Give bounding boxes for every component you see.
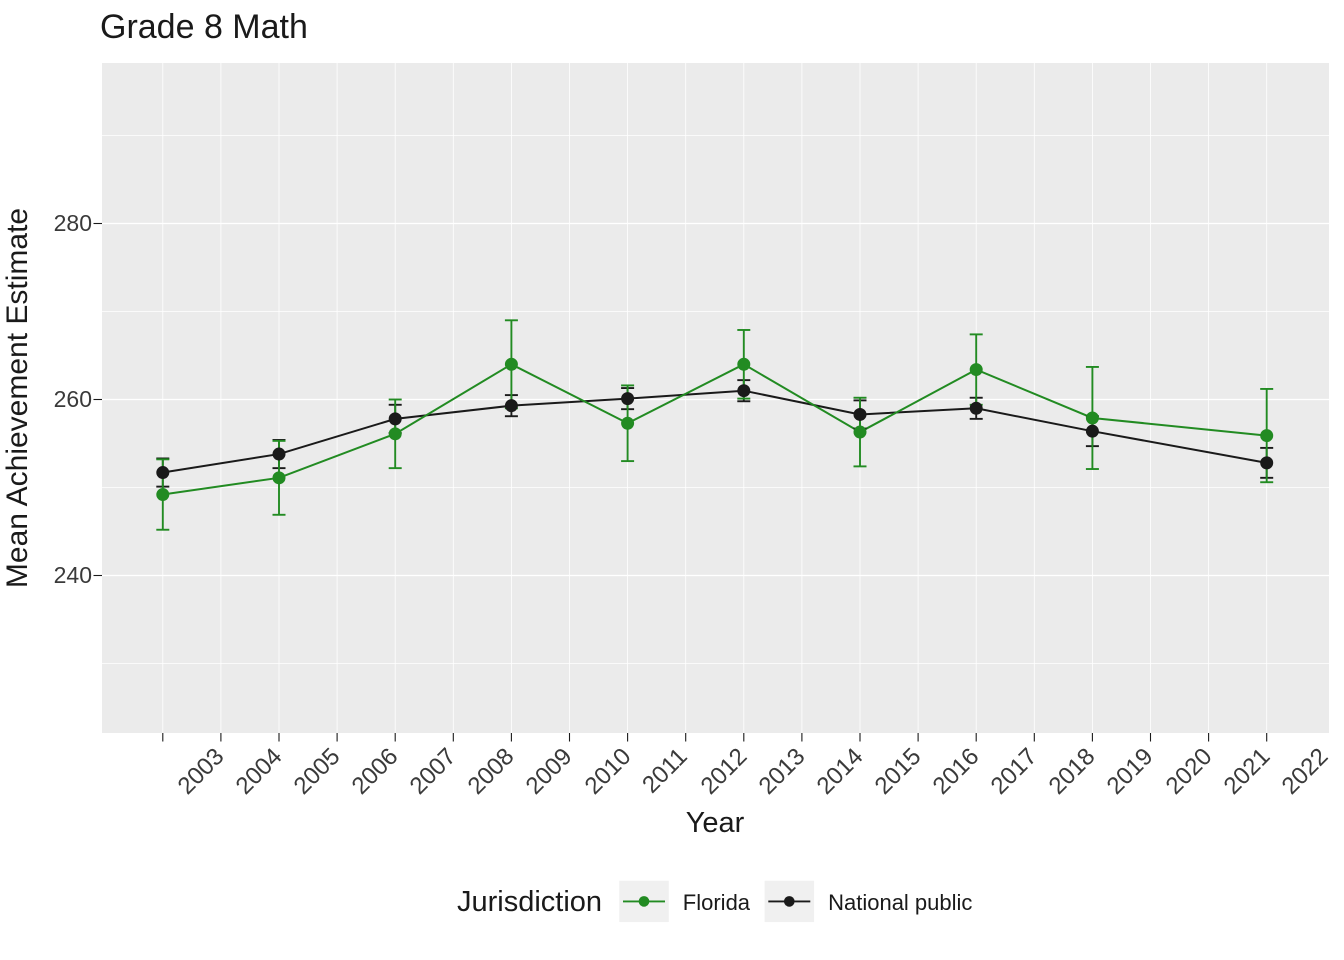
svg-text:Jurisdiction: Jurisdiction <box>457 886 602 918</box>
svg-text:National public: National public <box>828 890 972 915</box>
svg-text:Florida: Florida <box>683 890 751 915</box>
